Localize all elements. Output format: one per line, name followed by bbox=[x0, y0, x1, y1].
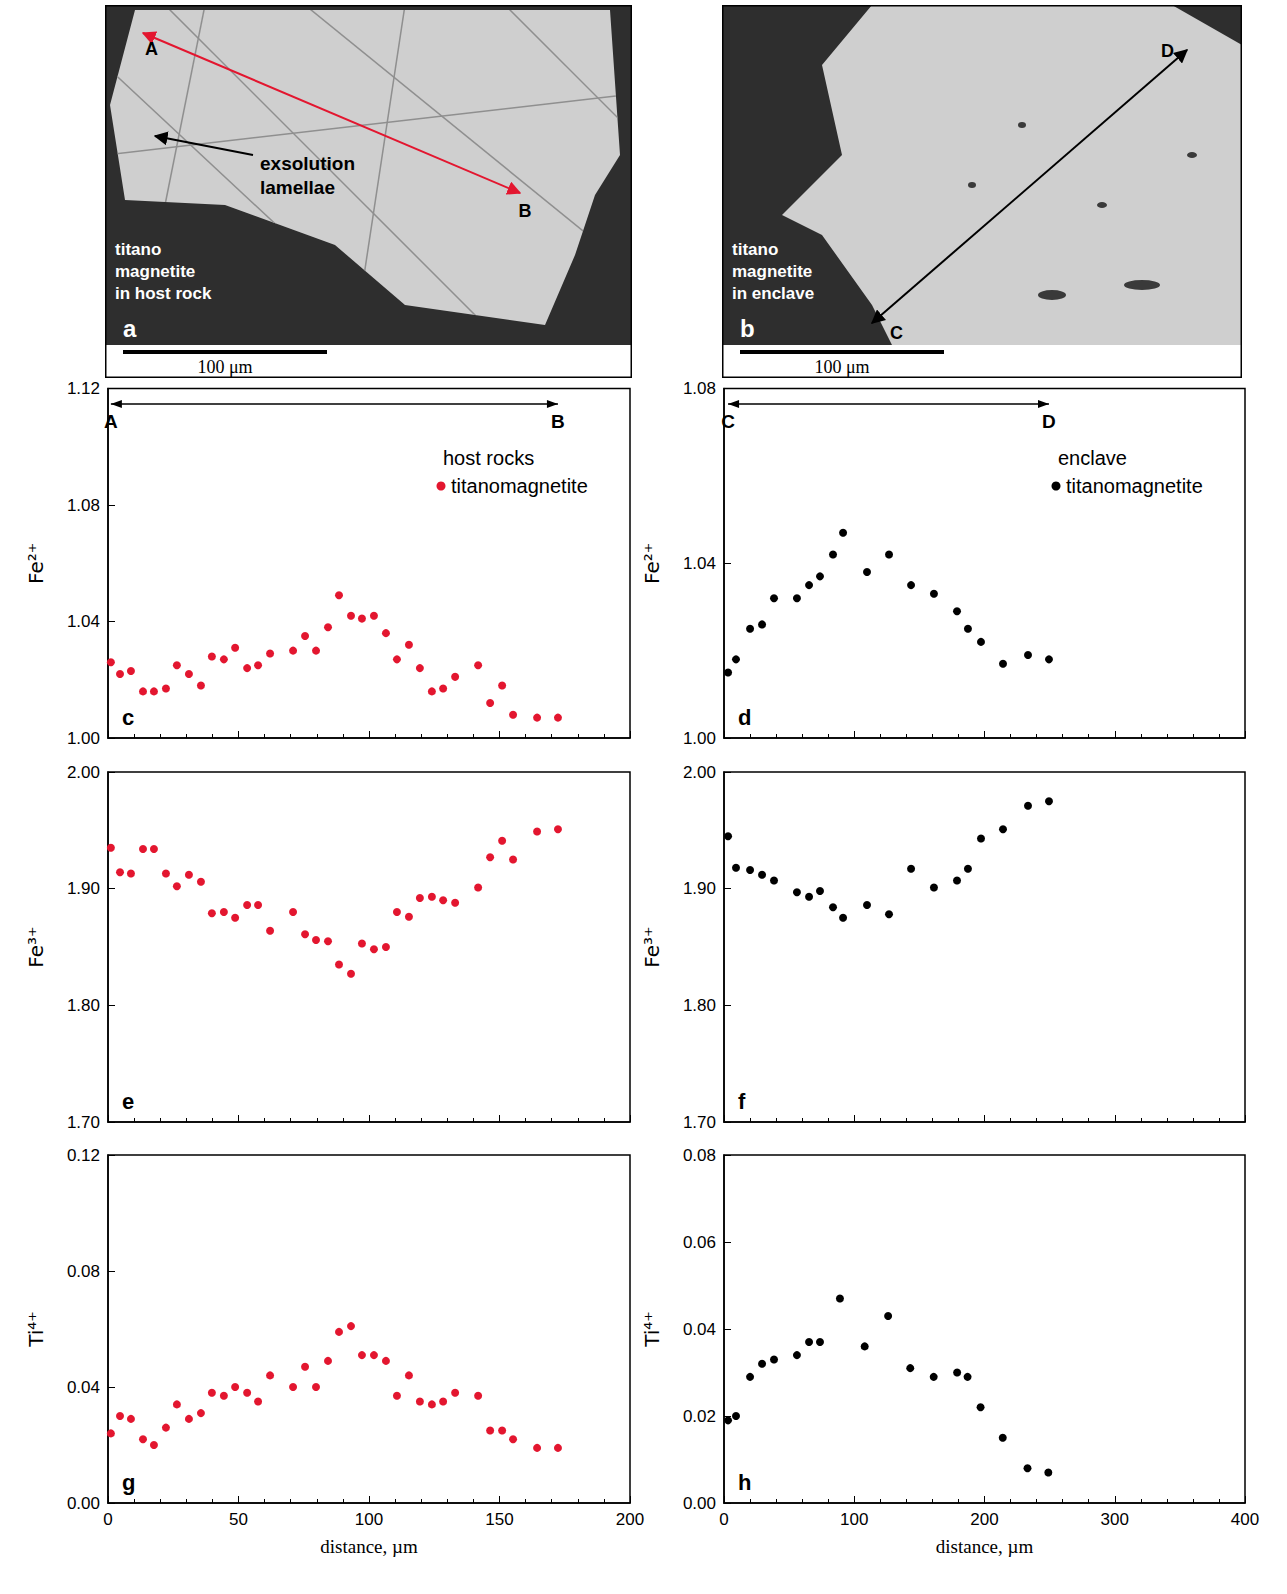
svg-text:exsolution: exsolution bbox=[260, 153, 355, 174]
svg-text:distance, µm: distance, µm bbox=[936, 1536, 1034, 1557]
svg-text:1.90: 1.90 bbox=[683, 879, 716, 898]
svg-text:B: B bbox=[519, 201, 532, 221]
svg-text:Fe³⁺: Fe³⁺ bbox=[24, 926, 48, 967]
svg-text:C: C bbox=[890, 323, 903, 343]
svg-text:100: 100 bbox=[355, 1510, 383, 1529]
svg-text:400: 400 bbox=[1231, 1510, 1259, 1529]
svg-text:magnetite: magnetite bbox=[115, 262, 195, 281]
svg-text:D: D bbox=[1042, 411, 1056, 432]
svg-text:2.00: 2.00 bbox=[683, 763, 716, 782]
svg-text:1.12: 1.12 bbox=[67, 380, 100, 398]
svg-text:host rocks: host rocks bbox=[443, 447, 534, 469]
svg-text:100 μm: 100 μm bbox=[814, 357, 869, 377]
svg-text:A: A bbox=[104, 411, 118, 432]
svg-text:1.08: 1.08 bbox=[67, 496, 100, 515]
svg-text:in enclave: in enclave bbox=[732, 284, 814, 303]
svg-text:0: 0 bbox=[719, 1510, 728, 1529]
svg-text:d: d bbox=[738, 705, 751, 730]
svg-text:c: c bbox=[122, 705, 134, 730]
svg-text:0.08: 0.08 bbox=[67, 1262, 100, 1281]
svg-text:e: e bbox=[122, 1089, 134, 1114]
svg-text:0.12: 0.12 bbox=[67, 1146, 100, 1165]
svg-text:Fe²⁺: Fe²⁺ bbox=[640, 543, 664, 584]
svg-text:g: g bbox=[122, 1470, 135, 1495]
svg-text:titano: titano bbox=[115, 240, 161, 259]
svg-text:0.06: 0.06 bbox=[683, 1233, 716, 1252]
svg-text:1.04: 1.04 bbox=[67, 612, 100, 631]
svg-text:50: 50 bbox=[229, 1510, 248, 1529]
svg-text:0: 0 bbox=[103, 1510, 112, 1529]
svg-text:0.00: 0.00 bbox=[67, 1494, 100, 1513]
svg-text:0.04: 0.04 bbox=[67, 1378, 100, 1397]
svg-text:b: b bbox=[740, 315, 755, 342]
svg-text:Ti⁴⁺: Ti⁴⁺ bbox=[24, 1311, 48, 1348]
svg-text:Fe³⁺: Fe³⁺ bbox=[640, 926, 664, 967]
svg-text:2.00: 2.00 bbox=[67, 763, 100, 782]
svg-text:300: 300 bbox=[1101, 1510, 1129, 1529]
svg-text:B: B bbox=[551, 411, 565, 432]
svg-text:1.04: 1.04 bbox=[683, 554, 716, 573]
svg-text:magnetite: magnetite bbox=[732, 262, 812, 281]
svg-text:200: 200 bbox=[970, 1510, 998, 1529]
svg-text:in host rock: in host rock bbox=[115, 284, 212, 303]
svg-text:1.08: 1.08 bbox=[683, 380, 716, 398]
svg-text:0.02: 0.02 bbox=[683, 1407, 716, 1426]
svg-text:Ti⁴⁺: Ti⁴⁺ bbox=[640, 1311, 664, 1348]
svg-text:100 μm: 100 μm bbox=[197, 357, 252, 377]
svg-text:titanomagnetite: titanomagnetite bbox=[451, 475, 588, 497]
svg-text:100: 100 bbox=[840, 1510, 868, 1529]
svg-text:1.90: 1.90 bbox=[67, 879, 100, 898]
svg-text:D: D bbox=[1161, 41, 1174, 61]
svg-text:0.08: 0.08 bbox=[683, 1146, 716, 1165]
svg-text:Fe²⁺: Fe²⁺ bbox=[24, 543, 48, 584]
svg-text:1.00: 1.00 bbox=[67, 729, 100, 748]
svg-text:A: A bbox=[145, 39, 158, 59]
svg-text:1.00: 1.00 bbox=[683, 729, 716, 748]
svg-text:lamellae: lamellae bbox=[260, 177, 335, 198]
svg-text:200: 200 bbox=[616, 1510, 644, 1529]
svg-text:1.70: 1.70 bbox=[683, 1113, 716, 1132]
svg-text:0.00: 0.00 bbox=[683, 1494, 716, 1513]
svg-text:f: f bbox=[738, 1089, 746, 1114]
svg-text:titano: titano bbox=[732, 240, 778, 259]
svg-text:a: a bbox=[123, 315, 137, 342]
svg-text:150: 150 bbox=[485, 1510, 513, 1529]
svg-text:1.80: 1.80 bbox=[683, 996, 716, 1015]
svg-text:h: h bbox=[738, 1470, 751, 1495]
svg-text:C: C bbox=[721, 411, 735, 432]
svg-text:1.80: 1.80 bbox=[67, 996, 100, 1015]
svg-text:titanomagnetite: titanomagnetite bbox=[1066, 475, 1203, 497]
svg-text:distance, µm: distance, µm bbox=[320, 1536, 418, 1557]
svg-text:enclave: enclave bbox=[1058, 447, 1127, 469]
svg-text:0.04: 0.04 bbox=[683, 1320, 716, 1339]
svg-text:1.70: 1.70 bbox=[67, 1113, 100, 1132]
